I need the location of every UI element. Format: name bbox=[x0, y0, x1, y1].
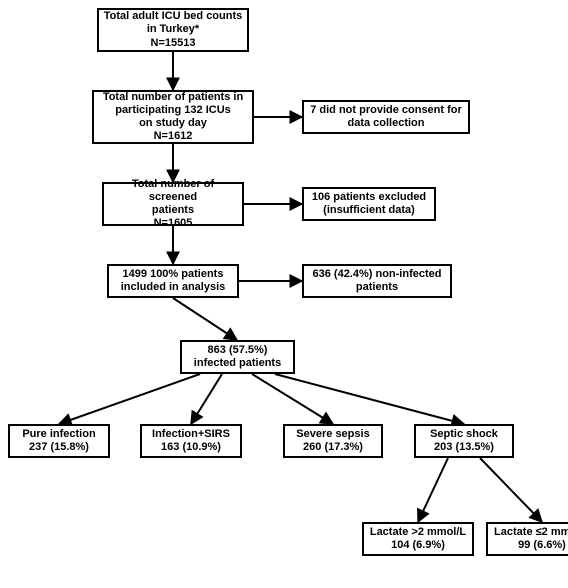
flow-node-line: 104 (6.9%) bbox=[391, 539, 445, 552]
flow-node-line: Lactate ≤2 mmol/L bbox=[494, 526, 568, 539]
flow-node-line: in Turkey* bbox=[147, 23, 199, 36]
flow-node-n9: Pure infection237 (15.8%) bbox=[8, 424, 110, 458]
flow-node-line: N=15513 bbox=[151, 37, 196, 50]
flow-node-n2: Total number of patients inparticipating… bbox=[92, 90, 254, 144]
flow-node-line: Pure infection bbox=[22, 428, 95, 441]
flow-node-line: 863 (57.5%) bbox=[208, 344, 268, 357]
flow-node-line: (insufficient data) bbox=[323, 204, 415, 217]
flow-edge-n8-n11 bbox=[252, 374, 333, 424]
flowchart-arrows bbox=[0, 0, 568, 588]
flow-node-n13: Lactate >2 mmol/L104 (6.9%) bbox=[362, 522, 474, 556]
flow-node-n7: 636 (42.4%) non-infectedpatients bbox=[302, 264, 452, 298]
flow-node-line: Total number of screened bbox=[108, 178, 238, 204]
flow-node-line: N=1605 bbox=[154, 217, 193, 230]
flow-node-line: 106 patients excluded bbox=[312, 191, 426, 204]
flow-node-line: N=1612 bbox=[154, 130, 193, 143]
flow-node-line: 163 (10.9%) bbox=[161, 441, 221, 454]
flow-node-n11: Severe sepsis260 (17.3%) bbox=[283, 424, 383, 458]
flow-node-line: 7 did not provide consent for bbox=[310, 104, 462, 117]
flow-node-line: Infection+SIRS bbox=[152, 428, 230, 441]
flow-node-n3: 7 did not provide consent fordata collec… bbox=[302, 100, 470, 134]
flow-node-line: 1499 100% patients bbox=[123, 268, 224, 281]
flow-edge-n6-n8 bbox=[173, 298, 237, 340]
flow-node-n5: 106 patients excluded(insufficient data) bbox=[302, 187, 436, 221]
flow-node-n4: Total number of screenedpatientsN=1605 bbox=[102, 182, 244, 226]
flow-node-n14: Lactate ≤2 mmol/L99 (6.6%) bbox=[486, 522, 568, 556]
flow-node-line: on study day bbox=[139, 117, 207, 130]
flow-node-line: 203 (13.5%) bbox=[434, 441, 494, 454]
flow-node-line: data collection bbox=[347, 117, 424, 130]
flow-node-line: 260 (17.3%) bbox=[303, 441, 363, 454]
flow-node-line: patients bbox=[152, 204, 194, 217]
flow-edge-n8-n10 bbox=[191, 374, 222, 424]
flow-node-n10: Infection+SIRS163 (10.9%) bbox=[140, 424, 242, 458]
flow-node-line: 99 (6.6%) bbox=[518, 539, 566, 552]
flow-node-n1: Total adult ICU bed countsin Turkey*N=15… bbox=[97, 8, 249, 52]
flow-node-n12: Septic shock203 (13.5%) bbox=[414, 424, 514, 458]
flow-node-line: Total adult ICU bed counts bbox=[104, 10, 243, 23]
flow-node-line: Lactate >2 mmol/L bbox=[370, 526, 466, 539]
flow-edge-n12-n14 bbox=[480, 458, 542, 522]
flow-node-n6: 1499 100% patientsincluded in analysis bbox=[107, 264, 239, 298]
flow-node-line: Total number of patients in bbox=[103, 91, 243, 104]
flow-edge-n8-n9 bbox=[59, 374, 200, 424]
flow-node-line: patients bbox=[356, 281, 398, 294]
flow-node-line: Septic shock bbox=[430, 428, 498, 441]
flow-node-line: participating 132 ICUs bbox=[115, 104, 231, 117]
flow-node-line: Severe sepsis bbox=[296, 428, 369, 441]
flow-edge-n12-n13 bbox=[418, 458, 448, 522]
flow-node-line: 636 (42.4%) non-infected bbox=[313, 268, 442, 281]
flow-node-line: 237 (15.8%) bbox=[29, 441, 89, 454]
flow-node-n8: 863 (57.5%)infected patients bbox=[180, 340, 295, 374]
flow-node-line: included in analysis bbox=[121, 281, 226, 294]
flow-node-line: infected patients bbox=[194, 357, 281, 370]
flow-edge-n8-n12 bbox=[275, 374, 464, 424]
